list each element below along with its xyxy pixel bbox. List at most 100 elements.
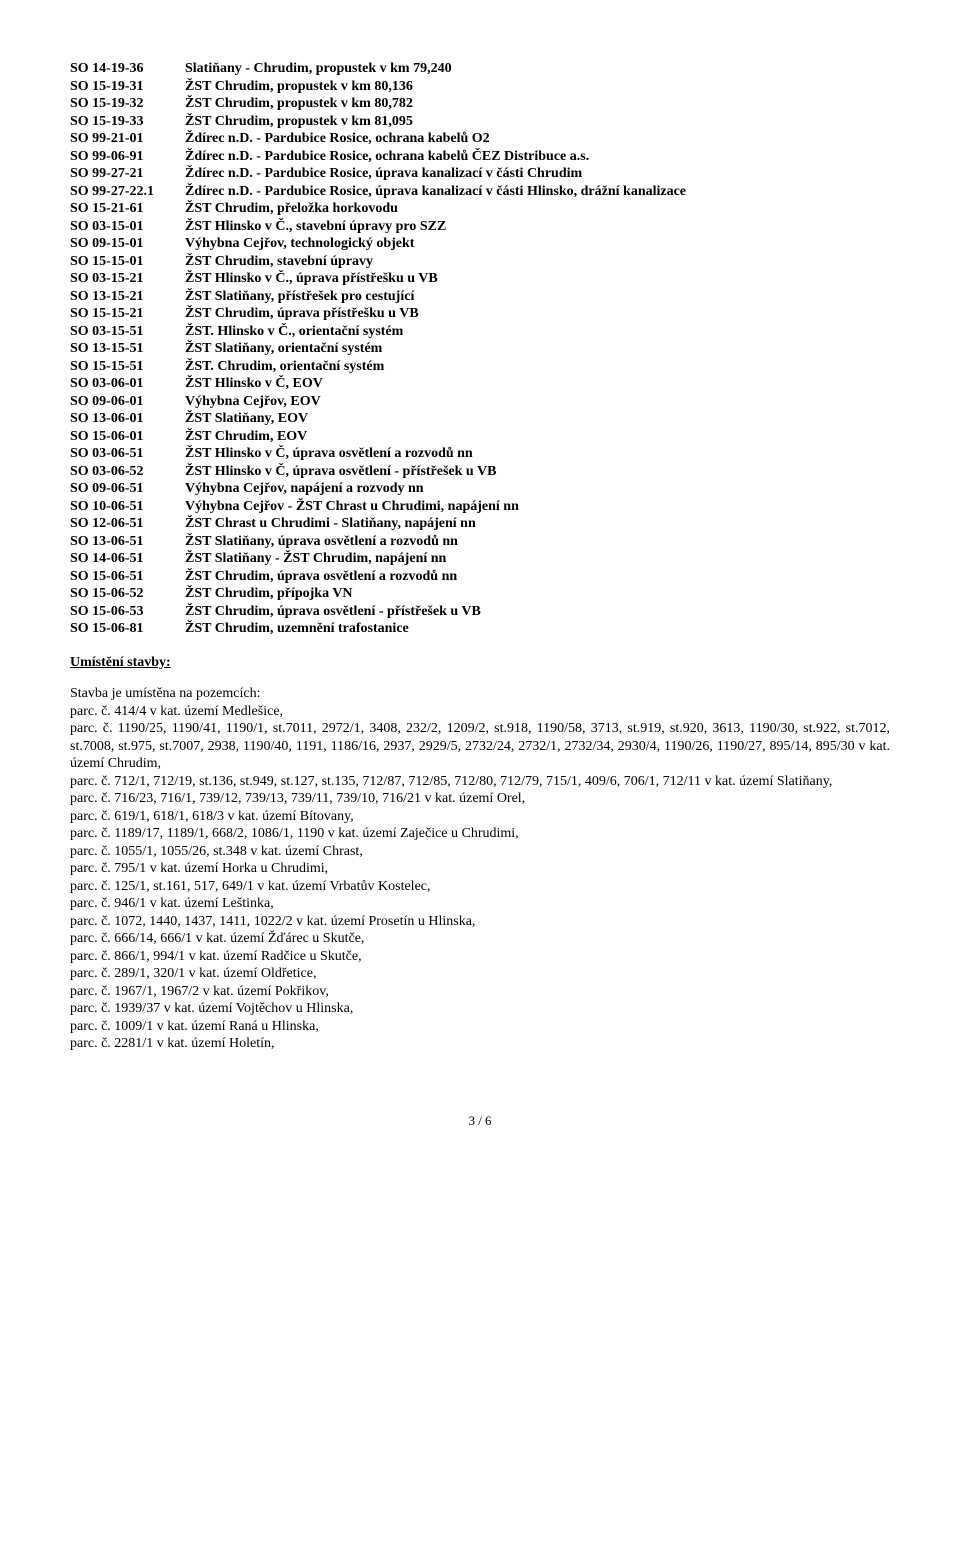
so-code: SO 09-06-01	[70, 393, 185, 411]
so-row: SO 03-06-01ŽST Hlinsko v Č, EOV	[70, 375, 890, 393]
so-row: SO 15-15-51ŽST. Chrudim, orientační syst…	[70, 358, 890, 376]
so-label: Výhybna Cejřov, EOV	[185, 393, 890, 411]
section-header-umisteni: Umístění stavby:	[70, 654, 890, 672]
so-label: ŽST Hlinsko v Č., stavební úpravy pro SZ…	[185, 218, 890, 236]
parc-line: parc. č. 619/1, 618/1, 618/3 v kat. územ…	[70, 808, 890, 826]
so-code: SO 15-19-33	[70, 113, 185, 131]
so-label: Výhybna Cejřov - ŽST Chrast u Chrudimi, …	[185, 498, 890, 516]
so-row: SO 15-15-01ŽST Chrudim, stavební úpravy	[70, 253, 890, 271]
so-code-list: SO 14-19-36Slatiňany - Chrudim, propuste…	[70, 60, 890, 638]
so-row: SO 13-06-01ŽST Slatiňany, EOV	[70, 410, 890, 428]
so-label: ŽST Chrudim, propustek v km 80,782	[185, 95, 890, 113]
so-code: SO 15-19-31	[70, 78, 185, 96]
so-label: ŽST Slatiňany, úprava osvětlení a rozvod…	[185, 533, 890, 551]
so-row: SO 99-21-01Ždírec n.D. - Pardubice Rosic…	[70, 130, 890, 148]
so-code: SO 09-06-51	[70, 480, 185, 498]
parc-line: parc. č. 1055/1, 1055/26, st.348 v kat. …	[70, 843, 890, 861]
so-label: ŽST Hlinsko v Č, úprava osvětlení - přís…	[185, 463, 890, 481]
so-code: SO 03-06-01	[70, 375, 185, 393]
parc-line: parc. č. 946/1 v kat. území Leštinka,	[70, 895, 890, 913]
so-label: Výhybna Cejřov, technologický objekt	[185, 235, 890, 253]
so-row: SO 15-19-32ŽST Chrudim, propustek v km 8…	[70, 95, 890, 113]
so-row: SO 14-06-51ŽST Slatiňany - ŽST Chrudim, …	[70, 550, 890, 568]
parc-paragraph-chrudim: parc. č. 1190/25, 1190/41, 1190/1, st.70…	[70, 720, 890, 773]
parc-line: parc. č. 1939/37 v kat. území Vojtěchov …	[70, 1000, 890, 1018]
parc-line: parc. č. 716/23, 716/1, 739/12, 739/13, …	[70, 790, 890, 808]
so-code: SO 15-06-81	[70, 620, 185, 638]
so-label: Výhybna Cejřov, napájení a rozvody nn	[185, 480, 890, 498]
so-label: ŽST Chrudim, propustek v km 81,095	[185, 113, 890, 131]
so-row: SO 15-06-01ŽST Chrudim, EOV	[70, 428, 890, 446]
so-code: SO 14-06-51	[70, 550, 185, 568]
so-row: SO 15-19-31ŽST Chrudim, propustek v km 8…	[70, 78, 890, 96]
so-code: SO 15-15-21	[70, 305, 185, 323]
so-row: SO 99-06-91Ždírec n.D. - Pardubice Rosic…	[70, 148, 890, 166]
so-code: SO 99-27-21	[70, 165, 185, 183]
so-row: SO 10-06-51Výhybna Cejřov - ŽST Chrast u…	[70, 498, 890, 516]
parc-line: parc. č. 1072, 1440, 1437, 1411, 1022/2 …	[70, 913, 890, 931]
so-row: SO 15-15-21ŽST Chrudim, úprava přístřešk…	[70, 305, 890, 323]
so-code: SO 99-27-22.1	[70, 183, 185, 201]
so-row: SO 15-06-51ŽST Chrudim, úprava osvětlení…	[70, 568, 890, 586]
so-code: SO 13-15-21	[70, 288, 185, 306]
so-code: SO 15-06-51	[70, 568, 185, 586]
so-label: ŽST Chrudim, uzemnění trafostanice	[185, 620, 890, 638]
so-row: SO 03-06-51ŽST Hlinsko v Č, úprava osvět…	[70, 445, 890, 463]
parc-line: parc. č. 666/14, 666/1 v kat. území Žďár…	[70, 930, 890, 948]
parc-line: parc. č. 866/1, 994/1 v kat. území Radči…	[70, 948, 890, 966]
so-code: SO 15-06-01	[70, 428, 185, 446]
so-code: SO 03-15-51	[70, 323, 185, 341]
so-label: ŽST Chrudim, úprava osvětlení a rozvodů …	[185, 568, 890, 586]
parc-line: parc. č. 795/1 v kat. území Horka u Chru…	[70, 860, 890, 878]
so-code: SO 03-15-21	[70, 270, 185, 288]
so-label: ŽST. Hlinsko v Č., orientační systém	[185, 323, 890, 341]
so-label: ŽST Slatiňany, EOV	[185, 410, 890, 428]
so-code: SO 14-19-36	[70, 60, 185, 78]
so-label: ŽST Slatiňany, přístřešek pro cestující	[185, 288, 890, 306]
so-row: SO 15-19-33ŽST Chrudim, propustek v km 8…	[70, 113, 890, 131]
page-number: 3 / 6	[70, 1113, 890, 1129]
so-label: ŽST Chrudim, přeložka horkovodu	[185, 200, 890, 218]
so-row: SO 15-06-81ŽST Chrudim, uzemnění trafost…	[70, 620, 890, 638]
so-label: ŽST Hlinsko v Č, EOV	[185, 375, 890, 393]
so-code: SO 13-06-01	[70, 410, 185, 428]
so-row: SO 99-27-22.1Ždírec n.D. - Pardubice Ros…	[70, 183, 890, 201]
so-code: SO 15-15-51	[70, 358, 185, 376]
parc-line: parc. č. 2281/1 v kat. území Holetín,	[70, 1035, 890, 1053]
parc-line: parc. č. 1189/17, 1189/1, 668/2, 1086/1,…	[70, 825, 890, 843]
so-label: ŽST Chrudim, úprava osvětlení - přístřeš…	[185, 603, 890, 621]
so-row: SO 99-27-21Ždírec n.D. - Pardubice Rosic…	[70, 165, 890, 183]
so-label: ŽST Chrast u Chrudimi - Slatiňany, napáj…	[185, 515, 890, 533]
so-code: SO 03-06-51	[70, 445, 185, 463]
so-label: Slatiňany - Chrudim, propustek v km 79,2…	[185, 60, 890, 78]
so-label: ŽST Chrudim, propustek v km 80,136	[185, 78, 890, 96]
so-row: SO 15-06-52ŽST Chrudim, přípojka VN	[70, 585, 890, 603]
so-label: ŽST Chrudim, EOV	[185, 428, 890, 446]
so-row: SO 09-06-51Výhybna Cejřov, napájení a ro…	[70, 480, 890, 498]
so-code: SO 15-15-01	[70, 253, 185, 271]
so-code: SO 10-06-51	[70, 498, 185, 516]
so-code: SO 03-15-01	[70, 218, 185, 236]
so-row: SO 09-15-01Výhybna Cejřov, technologický…	[70, 235, 890, 253]
so-label: ŽST Slatiňany, orientační systém	[185, 340, 890, 358]
so-code: SO 15-06-53	[70, 603, 185, 621]
parc-line-medlesice: parc. č. 414/4 v kat. území Medlešice,	[70, 703, 890, 721]
parc-line-slatinany: parc. č. 712/1, 712/19, st.136, st.949, …	[70, 773, 890, 791]
so-code: SO 15-21-61	[70, 200, 185, 218]
so-row: SO 03-15-21ŽST Hlinsko v Č., úprava přís…	[70, 270, 890, 288]
parc-line: parc. č. 125/1, st.161, 517, 649/1 v kat…	[70, 878, 890, 896]
so-code: SO 09-15-01	[70, 235, 185, 253]
so-code: SO 03-06-52	[70, 463, 185, 481]
so-label: ŽST Chrudim, úprava přístřešku u VB	[185, 305, 890, 323]
so-row: SO 15-21-61ŽST Chrudim, přeložka horkovo…	[70, 200, 890, 218]
so-label: ŽST Chrudim, přípojka VN	[185, 585, 890, 603]
so-row: SO 03-15-01ŽST Hlinsko v Č., stavební úp…	[70, 218, 890, 236]
so-label: ŽST. Chrudim, orientační systém	[185, 358, 890, 376]
so-label: ŽST Hlinsko v Č, úprava osvětlení a rozv…	[185, 445, 890, 463]
so-row: SO 13-06-51ŽST Slatiňany, úprava osvětle…	[70, 533, 890, 551]
so-label: ŽST Chrudim, stavební úpravy	[185, 253, 890, 271]
so-row: SO 13-15-51ŽST Slatiňany, orientační sys…	[70, 340, 890, 358]
so-row: SO 09-06-01Výhybna Cejřov, EOV	[70, 393, 890, 411]
so-code: SO 99-21-01	[70, 130, 185, 148]
so-row: SO 14-19-36Slatiňany - Chrudim, propuste…	[70, 60, 890, 78]
